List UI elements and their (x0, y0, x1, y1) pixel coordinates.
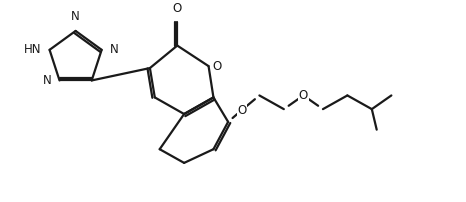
Text: O: O (299, 89, 308, 102)
Text: N: N (110, 43, 118, 56)
Text: O: O (212, 60, 222, 73)
Text: O: O (237, 104, 247, 117)
Text: N: N (71, 10, 80, 23)
Text: HN: HN (24, 43, 42, 56)
Text: N: N (43, 74, 52, 87)
Text: O: O (173, 2, 182, 15)
